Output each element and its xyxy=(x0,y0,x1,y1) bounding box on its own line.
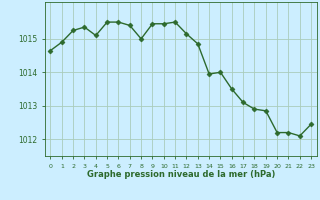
X-axis label: Graphe pression niveau de la mer (hPa): Graphe pression niveau de la mer (hPa) xyxy=(87,170,275,179)
